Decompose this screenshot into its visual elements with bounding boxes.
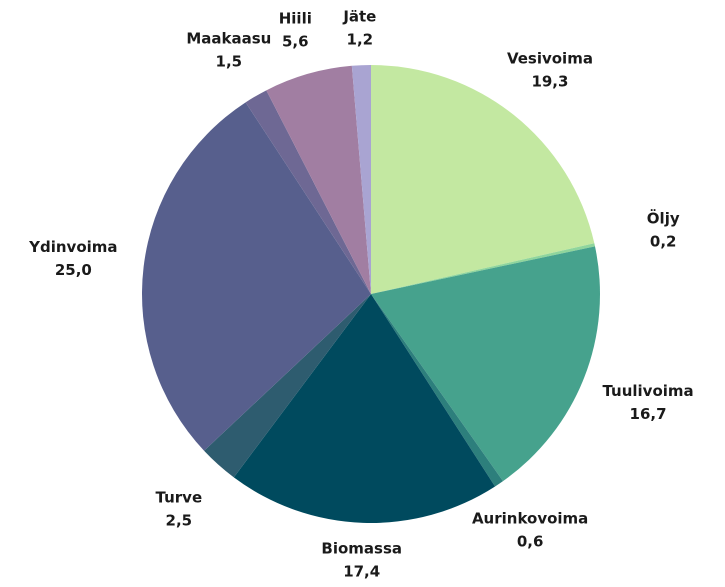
pie-slice <box>204 294 371 478</box>
slice-label: Ydinvoima <box>28 238 117 256</box>
slice-value: 0,6 <box>517 532 544 550</box>
pie-slice <box>266 65 371 295</box>
pie-slice <box>233 294 496 523</box>
pie-slice <box>245 90 371 294</box>
slice-label: Turve <box>156 488 203 506</box>
slice-value: 2,5 <box>166 511 193 529</box>
slice-value: 1,2 <box>347 30 374 48</box>
pie-slice <box>351 65 371 294</box>
slice-label: Öljy <box>647 208 680 227</box>
pie-slice <box>142 102 371 451</box>
pie-slice <box>371 65 595 294</box>
slice-label: Vesivoima <box>507 49 593 67</box>
pie-slice <box>371 246 600 482</box>
pie-slice <box>371 243 595 294</box>
slice-value: 25,0 <box>55 261 92 279</box>
slice-value: 19,3 <box>531 72 568 90</box>
slice-label: Jäte <box>342 7 376 25</box>
slice-label: Hiili <box>279 9 312 27</box>
slice-label: Tuulivoima <box>602 382 693 400</box>
slice-label: Biomassa <box>321 540 402 558</box>
slice-label: Aurinkovoima <box>472 509 588 527</box>
slice-label: Maakaasu <box>186 29 271 47</box>
slice-value: 0,2 <box>650 232 677 250</box>
pie-slice <box>371 294 504 487</box>
slice-value: 17,4 <box>343 563 380 581</box>
slice-value: 1,5 <box>216 52 243 70</box>
slice-value: 16,7 <box>630 405 667 423</box>
slice-value: 5,6 <box>282 32 309 50</box>
